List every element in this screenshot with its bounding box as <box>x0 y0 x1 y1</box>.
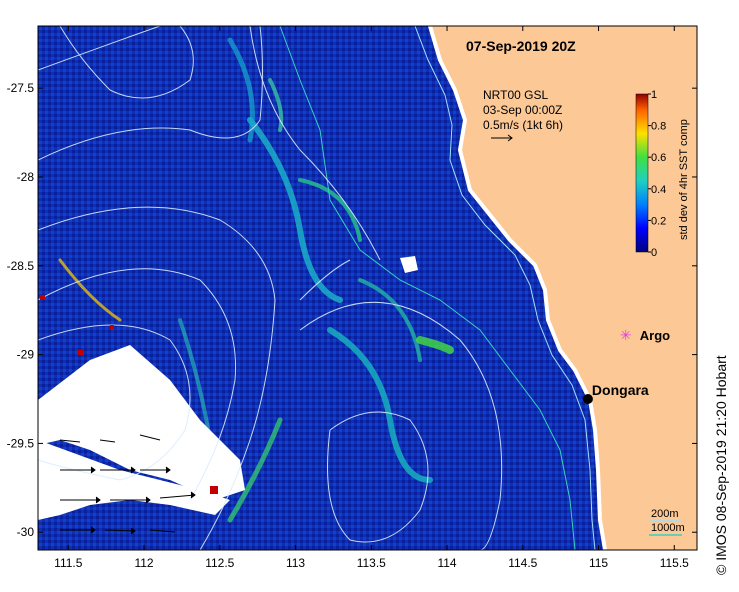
lon-tick-label: 111.5 <box>54 556 83 570</box>
land-mass <box>430 26 697 550</box>
sst-front-streaks <box>58 37 454 523</box>
sst-contours <box>38 26 503 550</box>
lat-tick-label: -29.5 <box>7 436 35 450</box>
lat-tick-label: -29 <box>17 348 35 362</box>
colorbar-ticks: 0 0.2 0.4 0.6 0.8 1 <box>648 89 666 259</box>
colorbar-tick-label: 0.2 <box>651 215 666 227</box>
latitude-axis: -27.5 -28 -28.5 -29 -29.5 -30 <box>7 81 697 539</box>
place-label: Dongara <box>592 382 649 398</box>
bathy-200m-contour <box>414 26 596 550</box>
lon-tick-label: 112.5 <box>205 556 234 570</box>
bathy-1000m-contour <box>279 26 576 550</box>
lon-tick-label: 114.5 <box>508 556 537 570</box>
scale-arrow <box>491 134 513 142</box>
imos-credit: © IMOS 08-Sep-2019 21:20 Hobart <box>713 355 729 575</box>
colorbar <box>635 93 649 253</box>
lon-tick-label: 115.5 <box>660 556 689 570</box>
product-line-2: 03-Sep 00:00Z <box>483 103 562 117</box>
lon-tick-label: 114 <box>437 556 456 570</box>
colorbar-label: std dev of 4hr SST comp <box>678 119 690 240</box>
lat-tick-label: -30 <box>17 525 35 539</box>
legend-200m-label: 200m <box>651 508 679 520</box>
lat-tick-label: -28.5 <box>7 259 35 273</box>
colorbar-tick-label: 0 <box>651 247 657 259</box>
high-variance-pixels <box>40 295 218 494</box>
argo-float-marker: ✳ <box>620 327 632 343</box>
current-vectors <box>59 434 196 535</box>
coastline <box>428 26 607 550</box>
lon-tick-label: 115 <box>589 556 608 570</box>
lon-tick-label: 112 <box>134 556 153 570</box>
map-title: 07-Sep-2019 20Z <box>466 38 576 54</box>
map-frame <box>37 25 698 551</box>
colorbar-tick-label: 0.8 <box>651 121 666 133</box>
product-line-3: 0.5m/s (1kt 6h) <box>483 118 563 132</box>
product-line-1: NRT00 GSL <box>483 88 548 102</box>
lat-tick-label: -27.5 <box>7 81 35 95</box>
lon-tick-label: 113 <box>286 556 305 570</box>
place-label: Argo <box>640 328 670 343</box>
lat-tick-label: -28 <box>17 170 35 184</box>
colorbar-tick-label: 0.6 <box>651 152 666 164</box>
longitude-axis: 111.5 112 112.5 113 113.5 114 114.5 115 115.5 <box>54 26 689 570</box>
lon-tick-label: 113.5 <box>357 556 386 570</box>
legend-1000m-label: 1000m <box>651 522 685 534</box>
colorbar-tick-label: 1 <box>651 89 657 101</box>
colorbar-tick-label: 0.4 <box>651 184 666 196</box>
places: ✳ Argo Dongara <box>582 327 670 405</box>
town-marker <box>582 394 593 405</box>
